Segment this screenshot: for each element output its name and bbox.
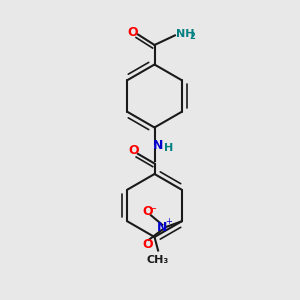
Text: O: O [127, 26, 138, 39]
Text: −: − [149, 204, 157, 214]
Text: O: O [142, 205, 153, 218]
Text: 2: 2 [189, 32, 195, 41]
Text: N: N [153, 139, 164, 152]
Text: H: H [164, 142, 173, 153]
Text: O: O [128, 144, 139, 158]
Text: O: O [142, 238, 153, 251]
Text: N: N [157, 221, 167, 234]
Text: CH₃: CH₃ [147, 255, 169, 265]
Text: +: + [165, 217, 172, 226]
Text: NH: NH [176, 29, 195, 39]
